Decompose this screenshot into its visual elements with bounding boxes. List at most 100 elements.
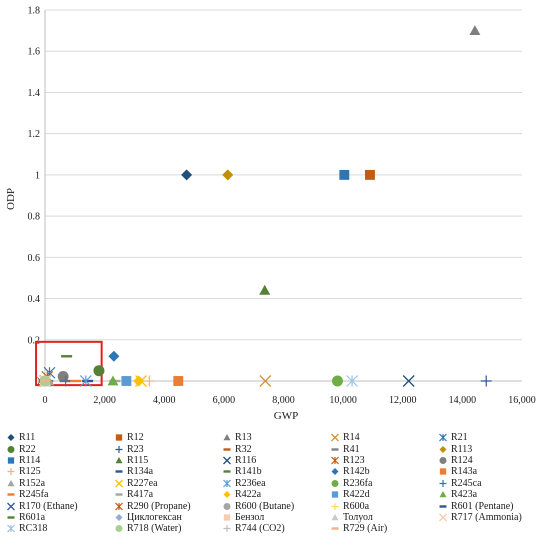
legend-symbol xyxy=(7,516,15,519)
legend-item: R245fa xyxy=(6,489,114,500)
data-point xyxy=(133,375,145,387)
legend-symbol xyxy=(115,479,123,488)
legend-label: R12 xyxy=(127,432,144,444)
legend-symbol xyxy=(439,445,447,453)
y-tick-label: 0.8 xyxy=(28,212,41,223)
legend-label: Циклогексан xyxy=(127,511,182,523)
legend-symbol xyxy=(115,434,123,441)
legend-item: R422d xyxy=(330,489,438,500)
legend-item: R116 xyxy=(222,455,330,466)
y-axis-title: ODP xyxy=(5,188,17,210)
legend-label: R601 (Pentane) xyxy=(451,500,514,512)
x-tick-label: 0 xyxy=(43,395,48,406)
legend-label: R423a xyxy=(451,489,478,501)
legend-label: R113 xyxy=(451,443,473,455)
x-tick-label: 6,000 xyxy=(213,395,236,406)
legend-label: R13 xyxy=(235,432,252,444)
data-point xyxy=(79,375,92,387)
x-tick-label: 8,000 xyxy=(272,395,295,406)
legend-label: R152a xyxy=(19,477,46,489)
legend-item: R23 xyxy=(114,443,222,455)
legend-label: R142b xyxy=(343,466,370,478)
legend-item: R143a xyxy=(438,466,546,477)
legend-label: R14 xyxy=(343,432,360,444)
data-point xyxy=(57,370,69,382)
legend-symbol xyxy=(7,493,15,496)
legend-symbol xyxy=(7,457,15,464)
legend-symbol xyxy=(7,502,15,510)
legend-item: R744 (CO2) xyxy=(222,523,330,534)
legend-label: R245fa xyxy=(19,489,49,501)
legend-item: R170 (Ethane) xyxy=(6,500,114,512)
legend-item: R600a xyxy=(330,500,438,512)
legend-symbol xyxy=(223,514,231,521)
legend-symbol xyxy=(115,470,123,474)
x-tick-label: 16,000 xyxy=(508,395,536,406)
legend-item: R134a xyxy=(114,466,222,477)
x-tick-labels: 0 2,000 4,000 6,000 8,000 10,000 12,000 14,000 1… xyxy=(43,395,536,406)
legend-symbol xyxy=(439,479,447,487)
legend-label: R245ca xyxy=(451,477,482,489)
legend-symbol xyxy=(7,445,15,453)
legend-label: R717 (Ammonia) xyxy=(451,511,522,523)
y-tick-label: 1.8 xyxy=(28,6,41,17)
highlight-box xyxy=(35,340,103,387)
data-point xyxy=(365,169,375,180)
legend-symbol xyxy=(7,479,15,487)
legend-item: R115 xyxy=(114,455,222,466)
legend-label: R417a xyxy=(127,489,154,501)
data-point xyxy=(259,284,271,295)
legend-symbol xyxy=(331,502,339,510)
legend-label: R227ea xyxy=(127,477,158,489)
legend-item: R717 (Ammonia) xyxy=(438,512,546,523)
legend-label: R115 xyxy=(127,454,149,466)
legend-symbol xyxy=(439,513,447,522)
legend-item: R142b xyxy=(330,466,438,477)
legend-label: R11 xyxy=(19,432,36,444)
legend-item: R12 xyxy=(114,432,222,443)
legend-item: R423a xyxy=(438,489,546,500)
y-tick-label: 1.2 xyxy=(28,129,41,140)
legend-label: R236fa xyxy=(343,477,373,489)
legend-item: R41 xyxy=(330,443,438,455)
legend-label: R134a xyxy=(127,466,154,478)
legend-symbol xyxy=(331,527,339,531)
legend-item: R601 (Pentane) xyxy=(438,500,546,512)
legend-item: R114 xyxy=(6,455,114,466)
legend-symbol xyxy=(223,456,231,465)
legend-item: R14 xyxy=(330,432,438,443)
y-tick-label: 1.6 xyxy=(28,47,41,58)
legend-label: R114 xyxy=(19,454,41,466)
legend-label: R143a xyxy=(451,466,478,478)
legend-symbol xyxy=(223,491,231,499)
data-point xyxy=(60,375,72,387)
data-point xyxy=(121,376,132,386)
legend-symbol xyxy=(115,502,123,510)
legend-label: R236ea xyxy=(235,477,266,489)
data-point xyxy=(181,169,193,181)
x-tick-label: 14,000 xyxy=(449,395,477,406)
data-point xyxy=(346,375,358,387)
legend-symbol xyxy=(223,447,231,451)
data-point xyxy=(93,365,105,377)
legend-item: RC318 xyxy=(6,523,114,534)
legend-item: R601a xyxy=(6,512,114,523)
legend-label: R123 xyxy=(343,454,365,466)
legend-symbol xyxy=(439,456,447,464)
data-point xyxy=(173,376,184,386)
legend-item: Циклогексан xyxy=(114,512,222,523)
x-tick-label: 12,000 xyxy=(389,395,417,406)
legend-label: R32 xyxy=(235,443,252,455)
legend-item: R422a xyxy=(222,489,330,500)
data-point xyxy=(339,169,350,180)
legend-item: R21 xyxy=(438,432,546,443)
legend-symbol xyxy=(223,470,231,474)
legend-label: R23 xyxy=(127,443,144,455)
legend-item: R152a xyxy=(6,478,114,489)
legend-symbol xyxy=(115,456,123,464)
legend-item: R22 xyxy=(6,443,114,455)
legend-label: R116 xyxy=(235,454,257,466)
scatter-chart: 0 0.2 0.4 0.6 0.8 1 1.2 1.4 1.6 1.8 0 2,000 4,000 6,… xyxy=(5,6,536,423)
legend-label: R422d xyxy=(343,489,370,501)
legend-symbol xyxy=(7,524,15,533)
